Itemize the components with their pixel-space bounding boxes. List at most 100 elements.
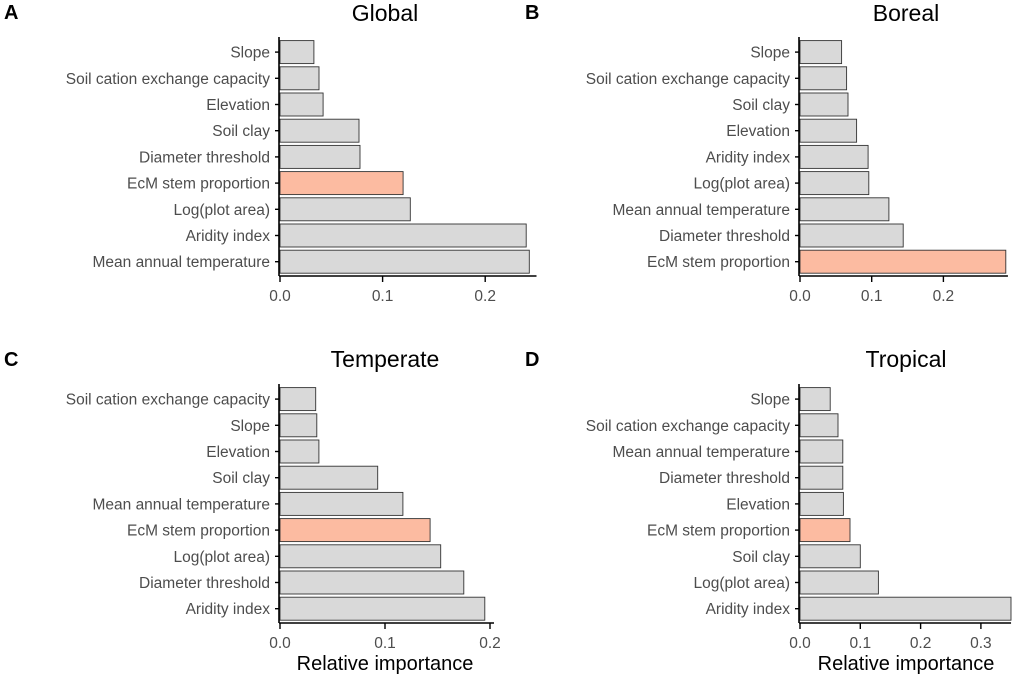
bar-temperate-soil-clay xyxy=(279,465,379,490)
y-tick-label-global-mean-annual-temperature: Mean annual temperature xyxy=(92,254,270,271)
y-tick-label-global-log-plot-area: Log(plot area) xyxy=(173,202,270,219)
bar-tropical-ecm-stem-proportion xyxy=(799,518,851,543)
y-tick-label-temperate-log-plot-area: Log(plot area) xyxy=(173,549,270,566)
bar-boreal-ecm-stem-proportion xyxy=(799,249,1007,274)
bar-global-slope xyxy=(279,40,315,65)
y-tick-label-tropical-slope: Slope xyxy=(750,392,790,409)
bar-tropical-slope xyxy=(799,387,831,412)
bar-boreal-soil-clay xyxy=(799,92,849,117)
panel-boreal: B Boreal Slope Soil cation exchange capacit… xyxy=(525,0,1008,305)
bar-global-mean-annual-temperature xyxy=(279,249,530,274)
x-tick-label-boreal-2: 0.2 xyxy=(933,288,955,305)
y-tick-label-tropical-elevation: Elevation xyxy=(726,496,790,513)
panel-temperate: C Temperate Soil cation exchange capacity S… xyxy=(4,346,501,675)
x-tick-label-tropical-2: 0.2 xyxy=(910,635,932,652)
y-tick-label-global-elevation: Elevation xyxy=(206,97,270,114)
panel-tropical: D Tropical Slope Soil cation exchange capac… xyxy=(525,346,1012,675)
y-tick-label-boreal-slope: Slope xyxy=(750,45,790,62)
bar-temperate-aridity-index xyxy=(279,596,486,621)
bar-temperate-elevation xyxy=(279,439,320,464)
x-axis-label-temperate: Relative importance xyxy=(297,653,474,675)
y-tick-label-global-aridity-index: Aridity index xyxy=(186,228,271,245)
y-tick-label-tropical-soil-cation-exchange-capacity: Soil cation exchange capacity xyxy=(586,418,790,435)
x-tick-label-tropical-3: 0.3 xyxy=(970,635,992,652)
y-tick-label-temperate-mean-annual-temperature: Mean annual temperature xyxy=(92,496,270,513)
y-tick-label-temperate-soil-clay: Soil clay xyxy=(212,470,270,487)
panel-title-boreal: Boreal xyxy=(873,0,939,26)
bar-boreal-slope xyxy=(799,40,843,65)
y-tick-label-temperate-elevation: Elevation xyxy=(206,444,270,461)
bar-global-soil-cation-exchange-capacity xyxy=(279,66,320,91)
panel-letter-temperate: C xyxy=(4,349,18,371)
bar-boreal-soil-cation-exchange-capacity xyxy=(799,66,848,91)
x-tick-label-tropical-1: 0.1 xyxy=(850,635,872,652)
panel-letter-global: A xyxy=(4,2,18,24)
y-tick-label-boreal-ecm-stem-proportion: EcM stem proportion xyxy=(647,254,790,271)
bar-boreal-mean-annual-temperature xyxy=(799,197,890,222)
bar-global-log-plot-area xyxy=(279,197,411,222)
x-tick-label-temperate-0: 0.0 xyxy=(269,635,291,652)
x-tick-label-global-0: 0.0 xyxy=(269,288,291,305)
x-tick-label-boreal-1: 0.1 xyxy=(861,288,883,305)
panel-title-global: Global xyxy=(352,0,418,26)
y-tick-label-boreal-soil-clay: Soil clay xyxy=(732,97,790,114)
y-tick-label-temperate-diameter-threshold: Diameter threshold xyxy=(139,575,270,592)
bar-tropical-mean-annual-temperature xyxy=(799,439,844,464)
bar-temperate-soil-cation-exchange-capacity xyxy=(279,387,317,412)
bar-global-elevation xyxy=(279,92,324,117)
panel-global: A Global Slope Soil cation exchange capacit… xyxy=(4,0,537,305)
y-tick-label-tropical-mean-annual-temperature: Mean annual temperature xyxy=(612,444,790,461)
bar-tropical-aridity-index xyxy=(799,596,1012,621)
y-tick-label-global-diameter-threshold: Diameter threshold xyxy=(139,149,270,166)
y-tick-label-boreal-aridity-index: Aridity index xyxy=(706,149,791,166)
bar-temperate-slope xyxy=(279,413,318,438)
y-tick-label-boreal-mean-annual-temperature: Mean annual temperature xyxy=(612,202,790,219)
bar-temperate-diameter-threshold xyxy=(279,570,465,595)
bar-boreal-aridity-index xyxy=(799,144,869,169)
x-tick-label-temperate-1: 0.1 xyxy=(374,635,396,652)
y-tick-label-temperate-aridity-index: Aridity index xyxy=(186,601,271,618)
panel-letter-tropical: D xyxy=(525,349,539,371)
bar-tropical-diameter-threshold xyxy=(799,465,844,490)
bar-tropical-elevation xyxy=(799,491,844,516)
y-tick-label-tropical-aridity-index: Aridity index xyxy=(706,601,791,618)
bar-temperate-ecm-stem-proportion xyxy=(279,518,431,543)
bar-global-diameter-threshold xyxy=(279,144,361,169)
y-tick-label-boreal-diameter-threshold: Diameter threshold xyxy=(659,228,790,245)
y-tick-label-temperate-slope: Slope xyxy=(230,418,270,435)
y-tick-label-temperate-soil-cation-exchange-capacity: Soil cation exchange capacity xyxy=(66,392,270,409)
y-tick-label-tropical-log-plot-area: Log(plot area) xyxy=(693,575,790,592)
bar-temperate-log-plot-area xyxy=(279,544,442,569)
x-axis-label-tropical: Relative importance xyxy=(818,653,995,675)
bar-global-aridity-index xyxy=(279,223,527,248)
panel-title-tropical: Tropical xyxy=(866,346,947,372)
bar-boreal-log-plot-area xyxy=(799,171,870,196)
y-tick-label-boreal-elevation: Elevation xyxy=(726,123,790,140)
x-tick-label-boreal-0: 0.0 xyxy=(789,288,811,305)
y-tick-label-tropical-ecm-stem-proportion: EcM stem proportion xyxy=(647,523,790,540)
y-tick-label-global-ecm-stem-proportion: EcM stem proportion xyxy=(127,176,270,193)
bar-tropical-log-plot-area xyxy=(799,570,879,595)
x-tick-label-global-1: 0.1 xyxy=(372,288,394,305)
y-tick-label-global-soil-clay: Soil clay xyxy=(212,123,270,140)
bar-global-soil-clay xyxy=(279,118,360,143)
bar-global-ecm-stem-proportion xyxy=(279,171,404,196)
panel-letter-boreal: B xyxy=(525,2,539,24)
x-tick-label-global-2: 0.2 xyxy=(474,288,496,305)
panel-title-temperate: Temperate xyxy=(331,346,440,372)
bar-temperate-mean-annual-temperature xyxy=(279,491,404,516)
bar-boreal-diameter-threshold xyxy=(799,223,904,248)
y-tick-label-tropical-soil-clay: Soil clay xyxy=(732,549,790,566)
bar-boreal-elevation xyxy=(799,118,858,143)
bar-tropical-soil-cation-exchange-capacity xyxy=(799,413,839,438)
x-tick-label-tropical-0: 0.0 xyxy=(789,635,811,652)
y-tick-label-global-soil-cation-exchange-capacity: Soil cation exchange capacity xyxy=(66,71,270,88)
y-tick-label-global-slope: Slope xyxy=(230,45,270,62)
bar-tropical-soil-clay xyxy=(799,544,861,569)
y-tick-label-temperate-ecm-stem-proportion: EcM stem proportion xyxy=(127,523,270,540)
y-tick-label-tropical-diameter-threshold: Diameter threshold xyxy=(659,470,790,487)
y-tick-label-boreal-log-plot-area: Log(plot area) xyxy=(693,176,790,193)
x-tick-label-temperate-2: 0.2 xyxy=(479,635,501,652)
